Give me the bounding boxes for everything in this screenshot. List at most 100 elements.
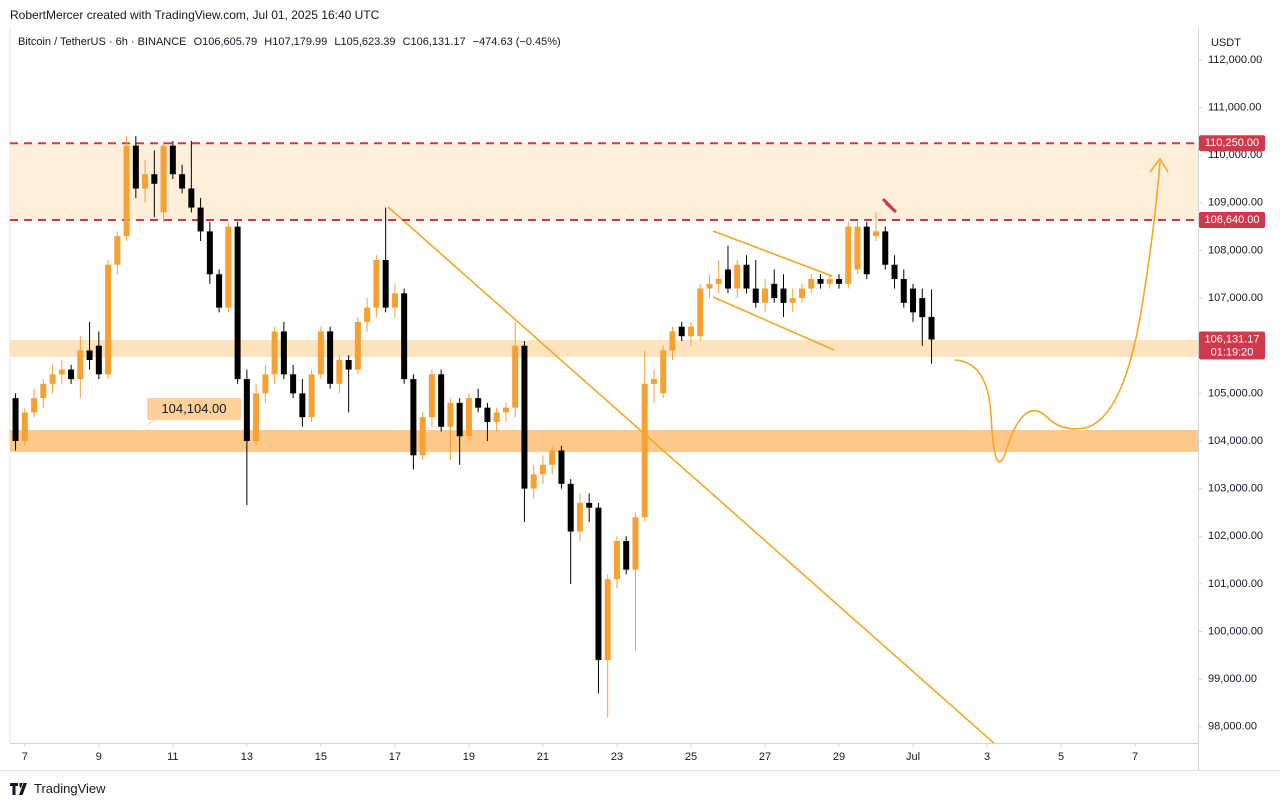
candle-body	[142, 174, 149, 189]
y-tick-label: 109,000.00	[1208, 197, 1263, 209]
candle-body	[354, 321, 361, 370]
ohlc-open: O106,605.79	[193, 36, 258, 48]
candle-body	[179, 174, 186, 189]
candle-body	[660, 350, 667, 394]
candle-body	[271, 331, 278, 375]
currency-label: USDT	[1211, 37, 1241, 49]
candle-body	[734, 264, 741, 289]
x-tick-label: 21	[537, 751, 549, 763]
footer: TradingView	[10, 781, 106, 796]
candle-body	[95, 345, 102, 375]
x-tick-label: 9	[96, 751, 102, 763]
ohlc-low: L105,623.39	[334, 36, 396, 48]
candle-body	[882, 231, 889, 265]
candle-body	[826, 279, 833, 284]
candle-body	[234, 226, 241, 380]
symbol: Bitcoin / TetherUS · 6h · BINANCE	[18, 36, 187, 48]
candle-body	[86, 350, 93, 361]
candle-body	[789, 298, 796, 303]
candle-body	[401, 293, 408, 380]
candle-body	[845, 226, 852, 284]
candle-body	[438, 374, 445, 427]
candle-body	[419, 417, 426, 456]
projection-arrow	[1149, 157, 1169, 173]
x-tick-label: 17	[389, 751, 401, 763]
candle-body	[623, 541, 630, 570]
candle-body	[225, 226, 232, 308]
candle-body	[650, 379, 657, 384]
candle-body	[299, 393, 306, 418]
candle-body	[428, 374, 435, 418]
candle-body	[197, 207, 204, 232]
candle-body	[336, 360, 343, 384]
candle-body	[502, 407, 509, 413]
candle-body	[114, 236, 121, 265]
candle-body	[678, 326, 685, 337]
candle-body	[105, 264, 112, 375]
x-tick-label: Jul	[906, 751, 920, 763]
demand-zone	[10, 430, 1198, 452]
candle-body	[595, 507, 602, 661]
annotation-box	[147, 398, 241, 420]
candle-body	[49, 374, 56, 384]
candle-body	[530, 474, 537, 489]
annotation-group: 104,104.00	[147, 398, 241, 420]
y-tick-label: 98,000.00	[1208, 721, 1257, 733]
candle-body	[327, 331, 334, 384]
y-tick-label: 111,000.00	[1208, 101, 1261, 113]
flag-lower	[712, 296, 835, 351]
countdown-label: 01:19:20	[1211, 346, 1254, 358]
x-tick-label: 5	[1058, 751, 1064, 763]
trend-line	[387, 206, 995, 743]
candle-body	[68, 369, 75, 380]
y-tick-label: 99,000.00	[1208, 673, 1257, 685]
x-tick-label: 3	[984, 751, 990, 763]
candle-body	[586, 502, 593, 508]
candle-body	[771, 283, 778, 299]
candle-body	[31, 398, 38, 413]
projection-path	[954, 161, 1161, 463]
x-tick-label: 27	[759, 751, 771, 763]
candle-body	[549, 450, 556, 465]
level-label: 110,250.00	[1205, 137, 1259, 149]
ohlc-high: H107,179.99	[264, 36, 328, 48]
candle-body	[715, 279, 722, 284]
candle-body	[21, 412, 28, 441]
candle-body	[40, 383, 47, 399]
y-tick-label: 105,000.00	[1208, 387, 1263, 399]
candle-body	[58, 369, 65, 375]
candle-body	[854, 226, 861, 270]
level-label-box	[1199, 135, 1265, 152]
candle-body	[206, 231, 213, 275]
legend: Bitcoin / TetherUS · 6h · BINANCE O106,6…	[18, 36, 565, 48]
last-price-box	[1199, 331, 1265, 360]
candle-body	[873, 231, 880, 237]
candle-body	[456, 402, 463, 437]
candle-body	[780, 288, 787, 303]
y-tick-label: 104,000.00	[1208, 435, 1263, 447]
candles	[12, 136, 935, 718]
candle-body	[465, 398, 472, 437]
candle-body	[799, 288, 805, 299]
candle-body	[817, 279, 824, 284]
ohlc-change: −474.63 (−0.45%)	[472, 36, 561, 48]
candle-body	[169, 145, 176, 175]
x-tick-label: 19	[463, 751, 475, 763]
zones	[10, 143, 1198, 452]
candle-body	[447, 402, 454, 427]
candle-body	[512, 345, 519, 408]
candle-body	[290, 374, 297, 394]
candle-body	[317, 331, 324, 375]
candle-body	[77, 350, 84, 380]
candle-body	[558, 450, 565, 484]
candle-body	[752, 288, 759, 303]
flag-icon	[881, 197, 898, 214]
x-tick-label: 23	[611, 751, 623, 763]
flag-upper	[712, 230, 833, 277]
y-tick-label: 103,000.00	[1208, 483, 1263, 495]
candle-body	[188, 188, 195, 208]
y-tick-label: 110,000.00	[1208, 149, 1262, 161]
candle-body	[761, 288, 768, 303]
